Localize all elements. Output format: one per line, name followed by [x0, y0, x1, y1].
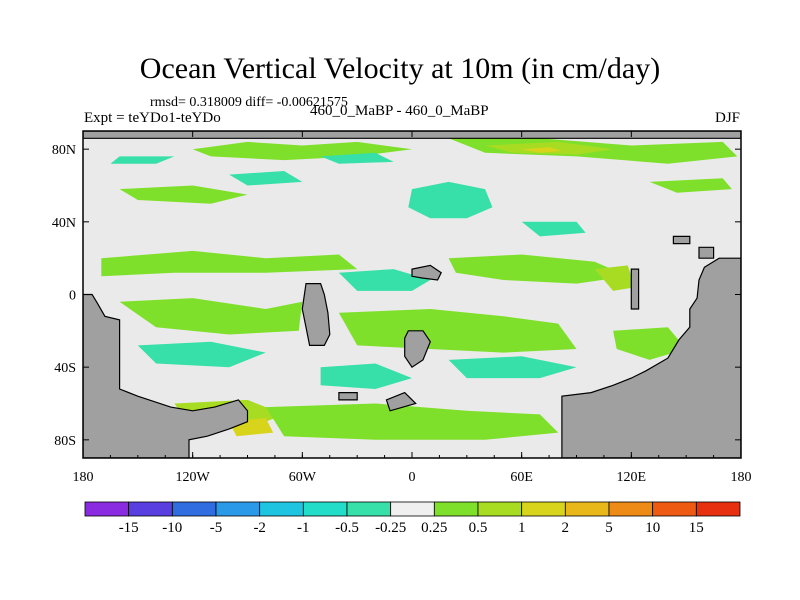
western-continent: [83, 293, 249, 458]
colorbar-label: -2: [253, 520, 266, 536]
colorbar-swatch: [564, 501, 610, 517]
island-c: [411, 264, 442, 281]
velocity-contour: [265, 403, 559, 440]
colorbar-swatch: [652, 501, 697, 517]
velocity-contour: [320, 152, 394, 164]
x-tick-label: 180: [73, 470, 94, 485]
colorbar-swatch: [608, 501, 654, 517]
colorbar-label: 1: [518, 520, 526, 536]
colorbar-swatch: [171, 501, 217, 517]
colorbar-label: -5: [210, 520, 223, 536]
colorbar-label: -1: [297, 520, 310, 536]
velocity-contour: [649, 178, 732, 193]
stats-line: rmsd= 0.318009 diff= -0.00621575: [150, 95, 348, 110]
colorbar-label: -0.5: [335, 520, 359, 536]
velocity-contour: [448, 356, 577, 379]
colorbar-label: 2: [562, 520, 570, 536]
velocity-contour: [408, 181, 493, 219]
velocity-contour: [594, 265, 635, 291]
colorbar-label: 15: [689, 520, 704, 536]
colorbar-swatch: [128, 501, 173, 517]
x-tick-label: 120E: [617, 470, 647, 485]
colorbar: -15 -10 -5 -2 -1 -0.5 -0.25 0.25 0.5 1 2 5 10 15: [84, 501, 741, 536]
island-b: [404, 330, 431, 369]
colorbar-label: -15: [119, 520, 139, 536]
y-axis: 80N 40N 0 40S 80S: [52, 143, 741, 449]
velocity-field-layer: [101, 138, 738, 440]
x-tick-label: 60W: [289, 470, 317, 485]
y-tick-label: 80S: [54, 434, 76, 449]
y-tick-label: 80N: [52, 143, 76, 158]
colorbar-label: 0.25: [421, 520, 447, 536]
x-axis: 180 120W 60W 0 60E 120E 180: [73, 131, 752, 485]
velocity-contour: [320, 363, 412, 389]
island-f: [630, 268, 640, 310]
colorbar-swatch: [521, 501, 566, 517]
velocity-contour: [613, 327, 687, 360]
season-label: DJF: [714, 110, 740, 126]
x-tick-label: 180: [731, 470, 752, 485]
colorbar-label: 5: [605, 520, 613, 536]
experiment-label: Expt = teYDo1-teYDo: [84, 110, 221, 126]
velocity-contour: [110, 156, 175, 164]
colorbar-swatch: [477, 501, 523, 517]
island-d: [338, 392, 358, 401]
velocity-contour: [521, 147, 562, 153]
colorbar-swatch: [346, 501, 392, 517]
y-tick-label: 0: [69, 289, 76, 304]
colorbar-label: -0.25: [375, 520, 406, 536]
velocity-contour: [137, 341, 266, 368]
island-e: [385, 391, 417, 412]
colorbar-swatch: [390, 501, 435, 517]
y-tick-label: 40S: [54, 361, 76, 376]
island-g: [672, 235, 691, 245]
colorbar-label: -10: [162, 520, 182, 536]
velocity-contour: [338, 269, 431, 291]
x-tick-label: 60E: [510, 470, 533, 485]
y-tick-label: 40N: [52, 216, 76, 231]
island-a: [301, 283, 331, 346]
velocity-contour: [338, 309, 577, 353]
x-tick-label: 120W: [176, 470, 211, 485]
velocity-contour: [521, 221, 586, 237]
colorbar-swatch: [695, 501, 741, 517]
x-tick-label: 0: [409, 470, 416, 485]
velocity-contour: [229, 171, 303, 186]
land-layer: [83, 131, 741, 458]
velocity-contour: [448, 254, 628, 284]
colorbar-swatch: [433, 501, 479, 517]
colorbar-label: 10: [645, 520, 660, 536]
colorbar-swatch: [84, 501, 130, 517]
eastern-continent: [561, 257, 741, 458]
colorbar-swatch: [215, 501, 261, 517]
colorbar-label: 0.5: [469, 520, 488, 536]
colorbar-swatch: [259, 501, 304, 517]
velocity-contour: [119, 298, 303, 335]
velocity-contour: [119, 185, 248, 204]
period-label: 460_0_MaBP - 460_0_MaBP: [310, 103, 489, 119]
chart-title: Ocean Vertical Velocity at 10m (in cm/da…: [139, 52, 661, 85]
velocity-contour: [101, 250, 358, 277]
colorbar-swatch: [302, 501, 348, 517]
island-h: [698, 246, 715, 259]
